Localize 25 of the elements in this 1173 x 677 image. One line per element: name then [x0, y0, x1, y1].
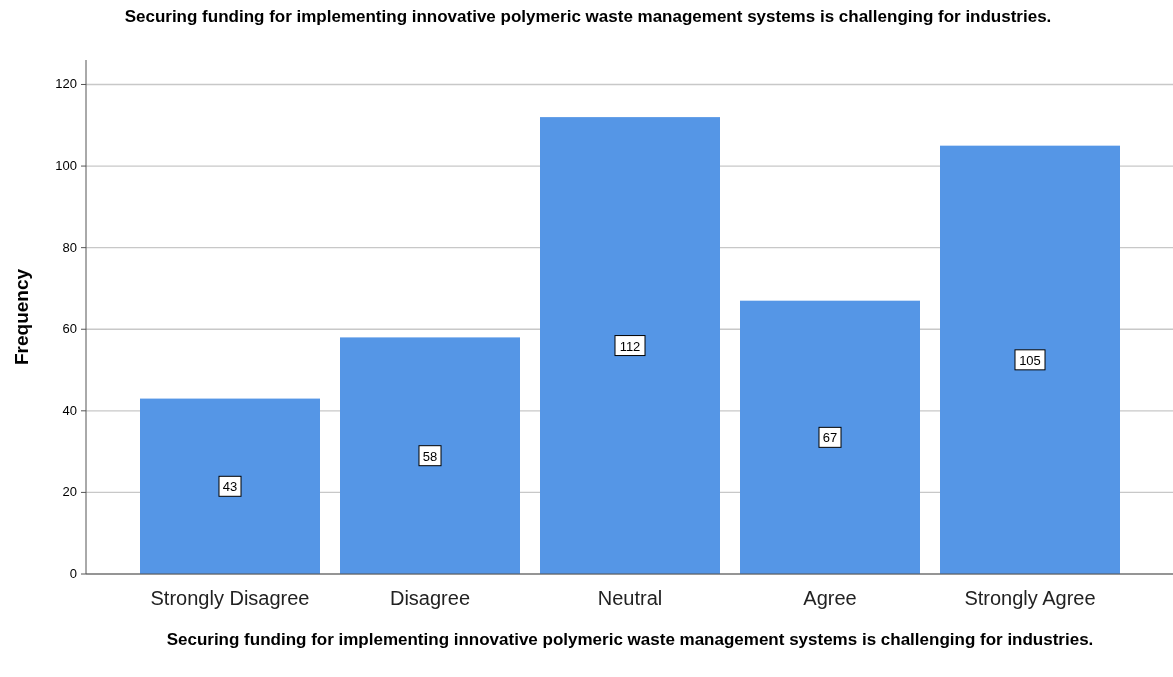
bar [540, 117, 720, 574]
y-tick-label: 0 [69, 566, 77, 581]
x-tick-label: Agree [803, 587, 857, 609]
y-tick-label: 20 [62, 484, 77, 500]
data-label: 67 [822, 430, 838, 446]
chart-title: Securing funding for implementing innovative polymeric waste management systems is challenging for industries. [124, 7, 1052, 26]
x-tick-label: Neutral [597, 587, 663, 609]
data-label: 105 [1019, 352, 1041, 368]
y-tick-label: 60 [62, 321, 77, 337]
data-label: 58 [422, 448, 438, 464]
y-axis-title: Frequency [11, 268, 32, 366]
x-tick-label: Disagree [389, 587, 471, 609]
x-axis-title: Securing funding for implementing innovative polymeric waste management systems is challenging for industries. [166, 630, 1094, 649]
x-tick-label: Strongly Disagree [150, 587, 310, 609]
bar [740, 300, 920, 574]
x-tick-label: Strongly Agree [964, 587, 1096, 609]
y-tick-label: 40 [62, 402, 77, 418]
bar [340, 337, 520, 574]
bar [140, 398, 320, 574]
y-tick-label: 80 [62, 239, 77, 255]
data-label: 43 [222, 479, 238, 495]
y-tick-label: 120 [55, 76, 77, 92]
y-tick-label: 100 [55, 158, 77, 174]
data-label: 112 [619, 338, 641, 354]
bar [940, 145, 1120, 574]
